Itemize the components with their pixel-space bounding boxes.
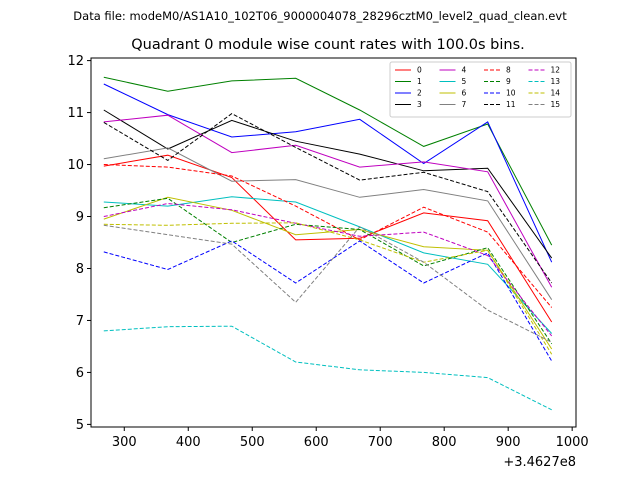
series-line-4	[103, 114, 553, 288]
legend-label-11: 11	[506, 100, 516, 109]
legend-label-3: 3	[417, 100, 422, 109]
x-tick-label: 300	[112, 435, 137, 450]
series-line-12	[103, 202, 553, 337]
series-line-14	[103, 222, 553, 355]
series-line-13	[103, 325, 552, 411]
series-line-15	[103, 224, 552, 343]
legend-label-0: 0	[417, 66, 422, 75]
series-line-5	[103, 196, 553, 334]
x-tick-label: 1000	[556, 435, 589, 450]
chart-title: Quadrant 0 module wise count rates with …	[131, 37, 525, 53]
data-file-label: Data file: modeM0/AS1A10_102T06_90000040…	[73, 9, 567, 23]
y-tick-label: 12	[67, 54, 84, 69]
legend-label-5: 5	[462, 77, 467, 86]
y-tick-label: 5	[76, 418, 84, 433]
series-line-9	[103, 197, 553, 345]
legend-label-9: 9	[506, 77, 511, 86]
y-tick-label: 6	[76, 366, 84, 381]
y-tick-label: 11	[67, 106, 84, 121]
legend-label-10: 10	[506, 89, 516, 98]
series-line-11	[103, 113, 553, 284]
x-tick-label: 600	[304, 435, 329, 450]
legend-label-7: 7	[462, 100, 467, 109]
x-tick-label: 400	[176, 435, 201, 450]
y-tick-label: 8	[76, 262, 84, 277]
series-line-10	[103, 240, 553, 362]
series-line-8	[103, 164, 553, 308]
x-tick-label: 700	[368, 435, 393, 450]
series-line-1	[103, 76, 553, 246]
legend-label-15: 15	[551, 100, 561, 109]
legend-label-12: 12	[551, 66, 561, 75]
x-tick-label: 800	[432, 435, 457, 450]
y-tick-label: 10	[67, 158, 84, 173]
series-lines	[103, 76, 553, 411]
legend-box	[389, 61, 572, 118]
series-line-7	[103, 147, 553, 300]
plot-frame	[90, 57, 577, 428]
legend-label-1: 1	[417, 77, 422, 86]
series-line-3	[103, 109, 553, 259]
x-tick-label: 900	[496, 435, 521, 450]
legend-label-4: 4	[462, 66, 467, 75]
x-offset-label: +3.4627e8	[503, 455, 576, 470]
series-line-6	[103, 196, 553, 350]
y-tick-label: 9	[76, 210, 84, 225]
legend-label-6: 6	[462, 89, 467, 98]
legend-label-14: 14	[551, 89, 561, 98]
x-tick-label: 500	[240, 435, 265, 450]
legend-label-13: 13	[551, 77, 561, 86]
plot-area	[91, 58, 576, 427]
legend-label-2: 2	[417, 89, 422, 98]
y-tick-label: 7	[76, 314, 84, 329]
series-line-0	[103, 154, 553, 323]
series-line-2	[103, 83, 553, 263]
legend-label-8: 8	[506, 66, 511, 75]
